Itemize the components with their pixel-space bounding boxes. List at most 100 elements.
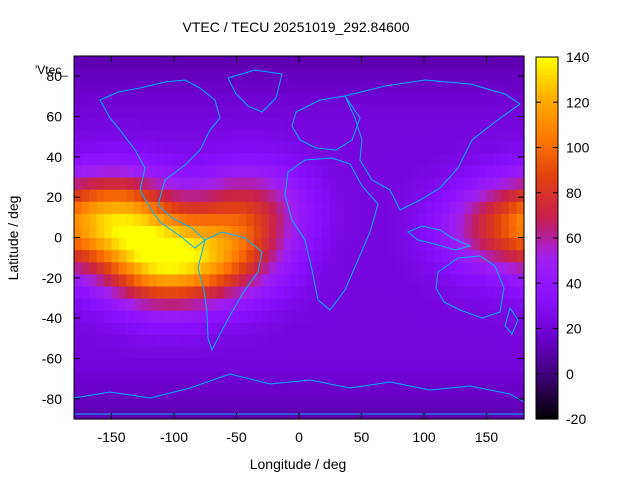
heatmap-cell xyxy=(419,334,428,347)
heatmap-cell xyxy=(306,406,315,420)
heatmap-cell xyxy=(164,164,173,178)
heatmap-cell xyxy=(419,201,428,214)
heatmap-cell xyxy=(164,213,173,226)
heatmap-cell xyxy=(164,201,173,214)
heatmap-cell xyxy=(381,370,390,384)
heatmap-cell xyxy=(216,285,225,299)
heatmap-cell xyxy=(74,116,83,130)
heatmap-cell xyxy=(104,152,113,166)
heatmap-cell xyxy=(164,80,173,93)
heatmap-cell xyxy=(74,92,83,105)
heatmap-cell xyxy=(441,213,450,226)
heatmap-cell xyxy=(441,140,450,154)
heatmap-cell xyxy=(156,358,165,372)
heatmap-cell xyxy=(119,310,128,323)
heatmap-cell xyxy=(261,213,270,226)
heatmap-cell xyxy=(314,140,323,154)
colorbar-segment xyxy=(536,75,558,79)
heatmap-cell xyxy=(201,140,210,154)
heatmap-cell xyxy=(306,177,315,190)
heatmap-cell xyxy=(194,152,203,166)
heatmap-cell xyxy=(89,310,98,323)
heatmap-cell xyxy=(134,298,143,311)
heatmap-cell xyxy=(134,273,143,287)
heatmap-cell xyxy=(171,237,180,251)
heatmap-cell xyxy=(381,164,390,178)
heatmap-cell xyxy=(254,406,263,420)
heatmap-cell xyxy=(269,346,278,360)
heatmap-cell xyxy=(81,285,90,299)
heatmap-cell xyxy=(291,104,300,118)
heatmap-cell xyxy=(216,298,225,311)
heatmap-cell xyxy=(396,406,405,420)
heatmap-cell xyxy=(434,273,443,287)
heatmap-cell xyxy=(456,285,465,299)
heatmap-cell xyxy=(149,177,158,190)
colorbar-segment xyxy=(536,234,558,239)
heatmap-cell xyxy=(456,334,465,347)
heatmap-cell xyxy=(261,177,270,190)
heatmap-cell xyxy=(359,273,368,287)
heatmap-cell xyxy=(441,382,450,396)
heatmap-cell xyxy=(276,334,285,347)
heatmap-cell xyxy=(81,213,90,226)
colorbar-segment xyxy=(536,222,558,227)
heatmap-cell xyxy=(179,334,188,347)
heatmap-cell xyxy=(141,406,150,420)
heatmap-cell xyxy=(336,116,345,130)
heatmap-cell xyxy=(141,249,150,263)
heatmap-cell xyxy=(344,322,353,335)
heatmap-cell xyxy=(494,261,503,275)
heatmap-cell xyxy=(381,56,390,69)
heatmap-cell xyxy=(134,152,143,166)
heatmap-cell xyxy=(276,382,285,396)
heatmap-cell xyxy=(344,273,353,287)
heatmap-cell xyxy=(306,249,315,263)
heatmap-cell xyxy=(291,116,300,130)
heatmap-cell xyxy=(276,201,285,214)
heatmap-cell xyxy=(351,177,360,190)
heatmap-cell xyxy=(261,68,270,81)
colorbar-segment xyxy=(536,96,558,100)
heatmap-cell xyxy=(96,68,105,81)
heatmap-cell xyxy=(471,68,480,81)
heatmap-cell xyxy=(104,128,113,142)
heatmap-cell xyxy=(479,164,488,178)
heatmap-cell xyxy=(224,140,233,154)
heatmap-cell xyxy=(74,152,83,166)
heatmap-cell xyxy=(374,189,383,202)
heatmap-cell xyxy=(404,298,413,311)
heatmap-cell xyxy=(81,310,90,323)
colorbar-segment xyxy=(536,84,558,88)
heatmap-cell xyxy=(81,56,90,69)
heatmap-cell xyxy=(479,261,488,275)
heatmap-cell xyxy=(329,104,338,118)
heatmap-cell xyxy=(321,80,330,93)
heatmap-cell xyxy=(269,140,278,154)
heatmap-cell xyxy=(246,152,255,166)
heatmap-cell xyxy=(456,310,465,323)
heatmap-cell xyxy=(231,382,240,396)
colorbar-segment xyxy=(536,153,558,158)
heatmap-cell xyxy=(171,225,180,239)
colorbar-segment xyxy=(536,361,558,366)
heatmap-cell xyxy=(164,177,173,190)
heatmap-cell xyxy=(396,56,405,69)
heatmap-cell xyxy=(434,152,443,166)
heatmap-cell xyxy=(321,298,330,311)
heatmap-cell xyxy=(269,152,278,166)
heatmap-cell xyxy=(374,261,383,275)
heatmap-cell xyxy=(486,382,495,396)
heatmap-cell xyxy=(516,213,525,226)
heatmap-cell xyxy=(329,68,338,81)
heatmap-cell xyxy=(389,322,398,335)
heatmap-cell xyxy=(396,189,405,202)
heatmap-cell xyxy=(359,394,368,408)
colorbar-segment xyxy=(536,409,558,414)
heatmap-cell xyxy=(149,237,158,251)
colorbar-segment xyxy=(536,63,558,67)
heatmap-cell xyxy=(396,104,405,118)
heatmap-cell xyxy=(164,225,173,239)
y-tick-label: 0 xyxy=(54,230,62,246)
